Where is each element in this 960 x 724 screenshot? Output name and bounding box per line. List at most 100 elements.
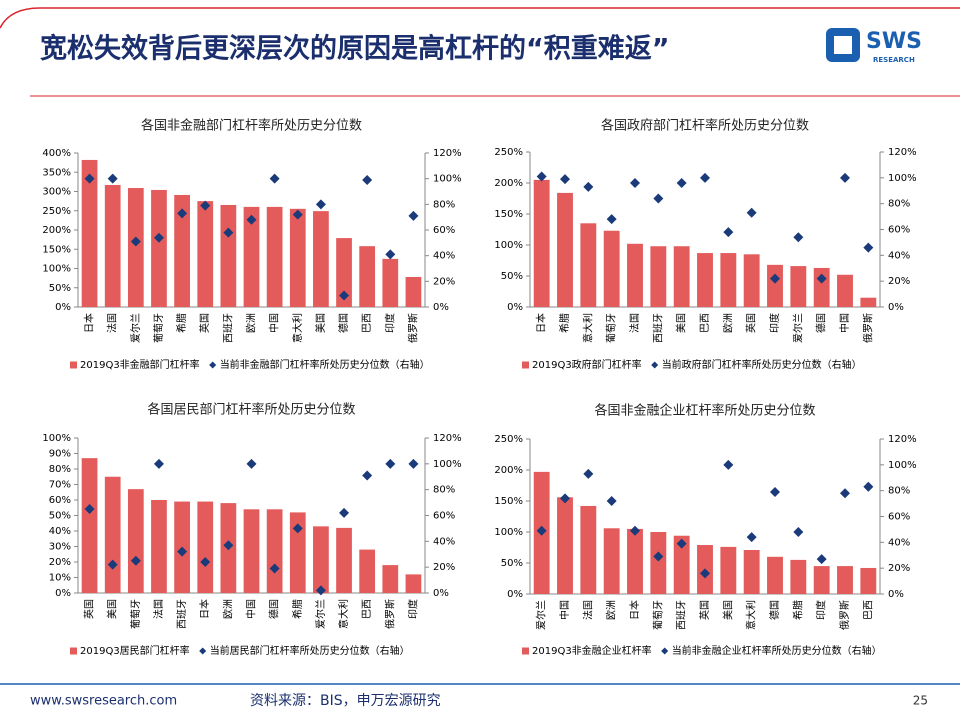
y2-tick-label: 80% (888, 199, 910, 210)
y-tick-label: 100% (42, 264, 71, 275)
bar (81, 458, 98, 593)
bar (289, 512, 306, 593)
marker (223, 227, 234, 238)
logo-text: SWS (866, 29, 922, 54)
x-tick-label: 巴西 (699, 313, 711, 333)
y-tick-label: 50% (501, 271, 523, 282)
x-tick-label: 俄罗斯 (406, 313, 419, 343)
y-tick-label: 0% (507, 589, 523, 600)
legend-marker (661, 647, 669, 655)
x-tick-label: 美国 (721, 600, 734, 620)
x-tick-label: 意大利 (291, 313, 304, 343)
marker (840, 172, 850, 183)
bar (533, 179, 550, 307)
bar (313, 526, 329, 593)
x-tick-label: 英国 (698, 600, 711, 620)
x-tick-label: 葡萄牙 (605, 313, 618, 343)
y-tick-label: 20% (49, 557, 71, 568)
y2-tick-label: 100% (433, 459, 462, 470)
bar (557, 497, 573, 594)
bar (673, 535, 690, 594)
y2-tick-label: 100% (888, 460, 917, 471)
legend-marker (651, 361, 659, 369)
bar (336, 527, 352, 593)
chart-title: 各国居民部门杠杆率所处历史分位数 (147, 402, 355, 418)
bar (405, 574, 422, 593)
y2-tick-label: 100% (888, 173, 917, 184)
bar (627, 528, 643, 594)
x-tick-label: 西班牙 (652, 313, 664, 343)
y2-tick-label: 20% (433, 562, 455, 573)
y2-tick-label: 60% (888, 225, 910, 236)
bar (266, 206, 283, 307)
y-tick-label: 150% (42, 244, 71, 255)
y2-tick-label: 20% (433, 276, 455, 287)
y-tick-label: 0% (55, 588, 71, 599)
x-tick-label: 法国 (628, 313, 641, 333)
y2-tick-label: 40% (888, 250, 910, 261)
marker (362, 470, 373, 481)
legend-label: 2019Q3政府部门杠杆率 (532, 358, 642, 371)
marker (269, 563, 280, 574)
marker (746, 532, 757, 543)
y2-tick-label: 60% (433, 225, 455, 236)
bar (790, 266, 807, 307)
bar (104, 184, 121, 307)
marker (536, 171, 547, 182)
y-tick-label: 100% (494, 240, 523, 251)
marker (816, 273, 827, 284)
y2-tick-label: 20% (888, 563, 910, 574)
chart-title: 各国非金融企业杠杆率所处历史分位数 (594, 403, 815, 419)
x-tick-label: 英国 (83, 599, 96, 619)
x-tick-label: 美国 (106, 599, 119, 619)
bar (220, 204, 237, 307)
marker (863, 481, 874, 492)
y2-tick-label: 120% (888, 434, 917, 445)
marker (770, 273, 780, 284)
bar (603, 230, 620, 307)
bar (289, 208, 306, 307)
y-tick-label: 150% (494, 496, 523, 507)
legend-label: 当前政府部门杠杆率所处历史分位数（右轴） (662, 358, 862, 371)
x-tick-label: 西班牙 (176, 599, 188, 629)
legend-label: 2019Q3居民部门杠杆率 (80, 644, 190, 657)
bar (382, 258, 399, 307)
x-tick-label: 德国 (815, 313, 828, 333)
bar (405, 276, 422, 307)
marker (863, 242, 874, 253)
x-tick-label: 希腊 (175, 313, 188, 333)
x-tick-label: 美国 (675, 313, 688, 333)
x-tick-label: 葡萄牙 (129, 599, 142, 629)
x-tick-label: 西班牙 (676, 600, 688, 630)
y-tick-label: 400% (42, 148, 71, 159)
legend-label: 当前居民部门杠杆率所处历史分位数（右轴） (210, 644, 410, 657)
marker (630, 525, 640, 536)
marker (816, 554, 827, 565)
legend-marker (199, 647, 207, 655)
marker (84, 504, 95, 515)
legend-label: 2019Q3非金融企业杠杆率 (532, 644, 652, 657)
bar (104, 476, 121, 593)
marker (840, 488, 850, 499)
y-tick-label: 300% (42, 187, 71, 198)
y-tick-label: 250% (42, 206, 71, 217)
marker (130, 555, 141, 566)
bar (697, 253, 713, 307)
y-tick-label: 50% (501, 558, 523, 569)
bar (243, 509, 260, 593)
y-tick-label: 50% (49, 511, 71, 522)
y2-tick-label: 40% (433, 536, 455, 547)
bar (580, 223, 597, 307)
x-tick-label: 美国 (314, 313, 327, 333)
y2-tick-label: 0% (888, 589, 904, 600)
bar (197, 201, 214, 307)
bar (720, 253, 737, 307)
y2-tick-label: 120% (888, 147, 917, 158)
x-tick-label: 德国 (768, 600, 781, 620)
marker (653, 551, 664, 562)
x-tick-label: 葡萄牙 (651, 600, 664, 630)
x-tick-label: 意大利 (581, 313, 594, 343)
marker (385, 249, 396, 260)
x-tick-label: 日本 (628, 600, 641, 620)
y2-tick-label: 120% (433, 433, 462, 444)
